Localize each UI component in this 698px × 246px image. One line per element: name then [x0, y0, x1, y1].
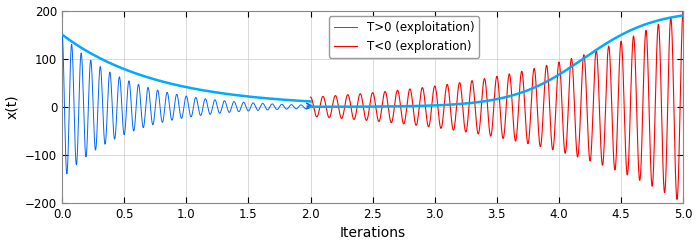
T>0 (exploitation): [70, 127, 79, 130]
T<0 (exploration): [497, 125, 505, 128]
T>0 (exploitation): [205, 111, 214, 114]
T>0 (exploitation): [242, 106, 251, 109]
T<0 (exploration): [533, 103, 542, 106]
T<0 (exploration): [326, 115, 334, 118]
T<0 (exploration): [362, 118, 370, 121]
T>0 (exploitation): [63, 172, 71, 175]
X-axis label: Iterations: Iterations: [340, 227, 406, 240]
T<0 (exploration): [673, 198, 681, 201]
Y-axis label: x(t): x(t): [6, 94, 20, 119]
T>0 (exploitation): [255, 107, 264, 110]
T>0 (exploitation): [58, 33, 66, 36]
T<0 (exploration): [679, 9, 688, 12]
Line: T<0 (exploration): T<0 (exploration): [311, 11, 683, 200]
T>0 (exploitation): [148, 121, 156, 124]
T>0 (exploitation): [216, 112, 224, 115]
T<0 (exploration): [306, 96, 315, 99]
T<0 (exploration): [403, 104, 411, 107]
Line: T>0 (exploitation): T>0 (exploitation): [62, 35, 311, 174]
Legend: T>0 (exploitation), T<0 (exploration): T>0 (exploitation), T<0 (exploration): [329, 16, 479, 58]
T<0 (exploration): [503, 98, 511, 101]
T>0 (exploitation): [306, 104, 315, 107]
